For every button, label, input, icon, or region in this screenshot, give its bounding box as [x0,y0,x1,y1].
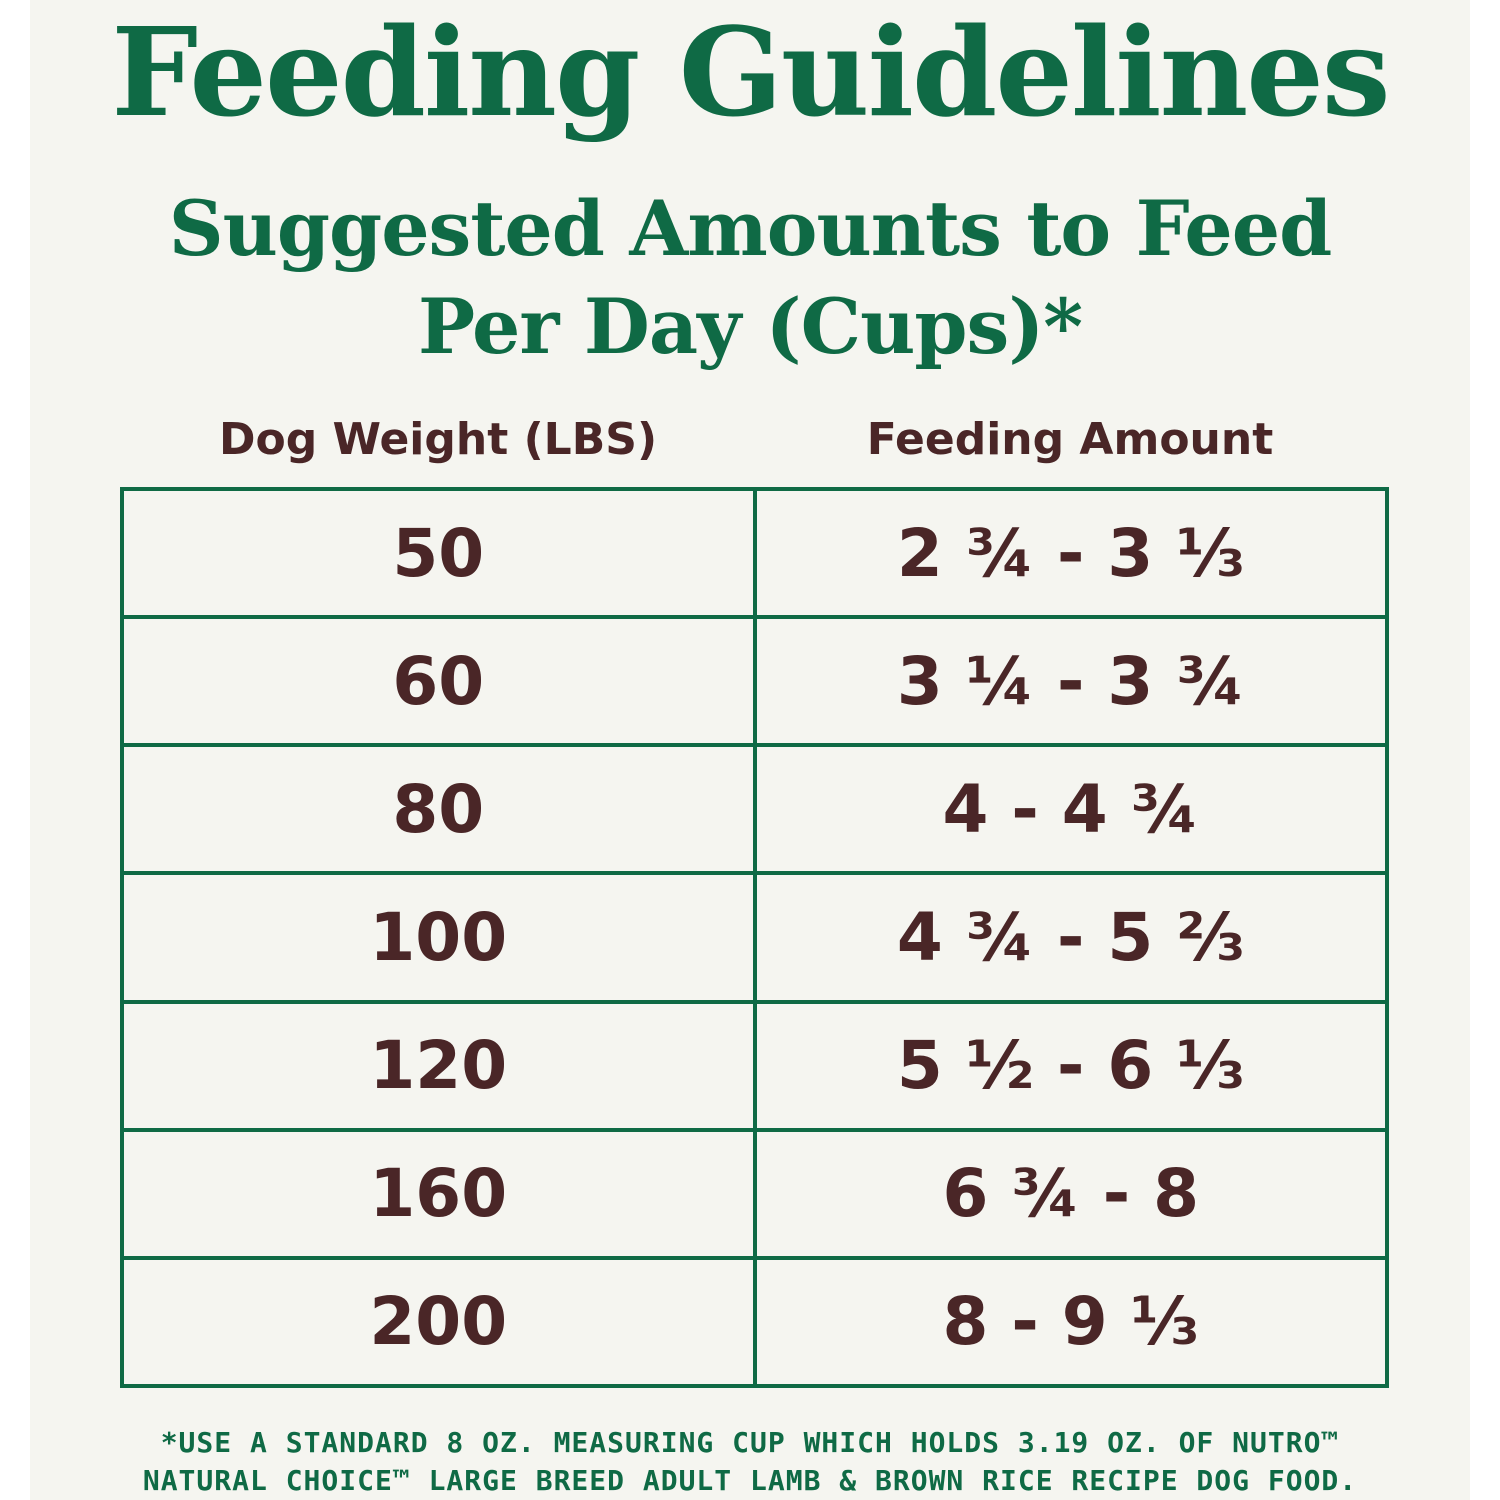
footnote-line-1: *USE A STANDARD 8 OZ. MEASURING CUP WHIC… [160,1426,1340,1459]
footnote: *USE A STANDARD 8 OZ. MEASURING CUP WHIC… [0,1424,1500,1500]
amount-cell: 4 - 4 ¾ [752,743,1389,876]
subtitle-line-2: Per Day (Cups)* [417,282,1083,371]
column-header-dog-weight: Dog Weight (LBS) [218,414,658,465]
amount-cell: 4 ¾ - 5 ⅔ [752,871,1389,1004]
table-row: 100 4 ¾ - 5 ⅔ [120,871,1389,1004]
amount-cell: 2 ¾ - 3 ⅓ [752,486,1389,620]
amount-cell: 8 - 9 ⅓ [752,1255,1389,1389]
amount-cell: 3 ¼ - 3 ¾ [752,615,1389,748]
weight-cell: 60 [120,615,757,748]
amount-cell: 5 ½ - 6 ⅓ [752,999,1389,1132]
table-row: 120 5 ½ - 6 ⅓ [120,999,1389,1132]
table-row: 200 8 - 9 ⅓ [120,1255,1389,1389]
weight-cell: 120 [120,999,757,1132]
table-row: 60 3 ¼ - 3 ¾ [120,615,1389,748]
weight-cell: 50 [120,486,757,620]
feeding-table: 50 2 ¾ - 3 ⅓ 60 3 ¼ - 3 ¾ 80 4 - 4 ¾ 100… [120,486,1389,1389]
weight-cell: 100 [120,871,757,1004]
subtitle-line-1: Suggested Amounts to Feed [168,184,1332,273]
weight-cell: 80 [120,743,757,876]
amount-cell: 6 ¾ - 8 [752,1127,1389,1260]
table-row: 160 6 ¾ - 8 [120,1127,1389,1260]
table-row: 80 4 - 4 ¾ [120,743,1389,876]
table-row: 50 2 ¾ - 3 ⅓ [120,486,1389,620]
weight-cell: 200 [120,1255,757,1389]
column-header-feeding-amount: Feeding Amount [866,414,1274,465]
weight-cell: 160 [120,1127,757,1260]
footnote-line-2: NATURAL CHOICE™ LARGE BREED ADULT LAMB &… [142,1464,1358,1497]
page-title: Feeding Guidelines [111,0,1390,144]
subtitle: Suggested Amounts to Feed Per Day (Cups)… [0,180,1500,376]
